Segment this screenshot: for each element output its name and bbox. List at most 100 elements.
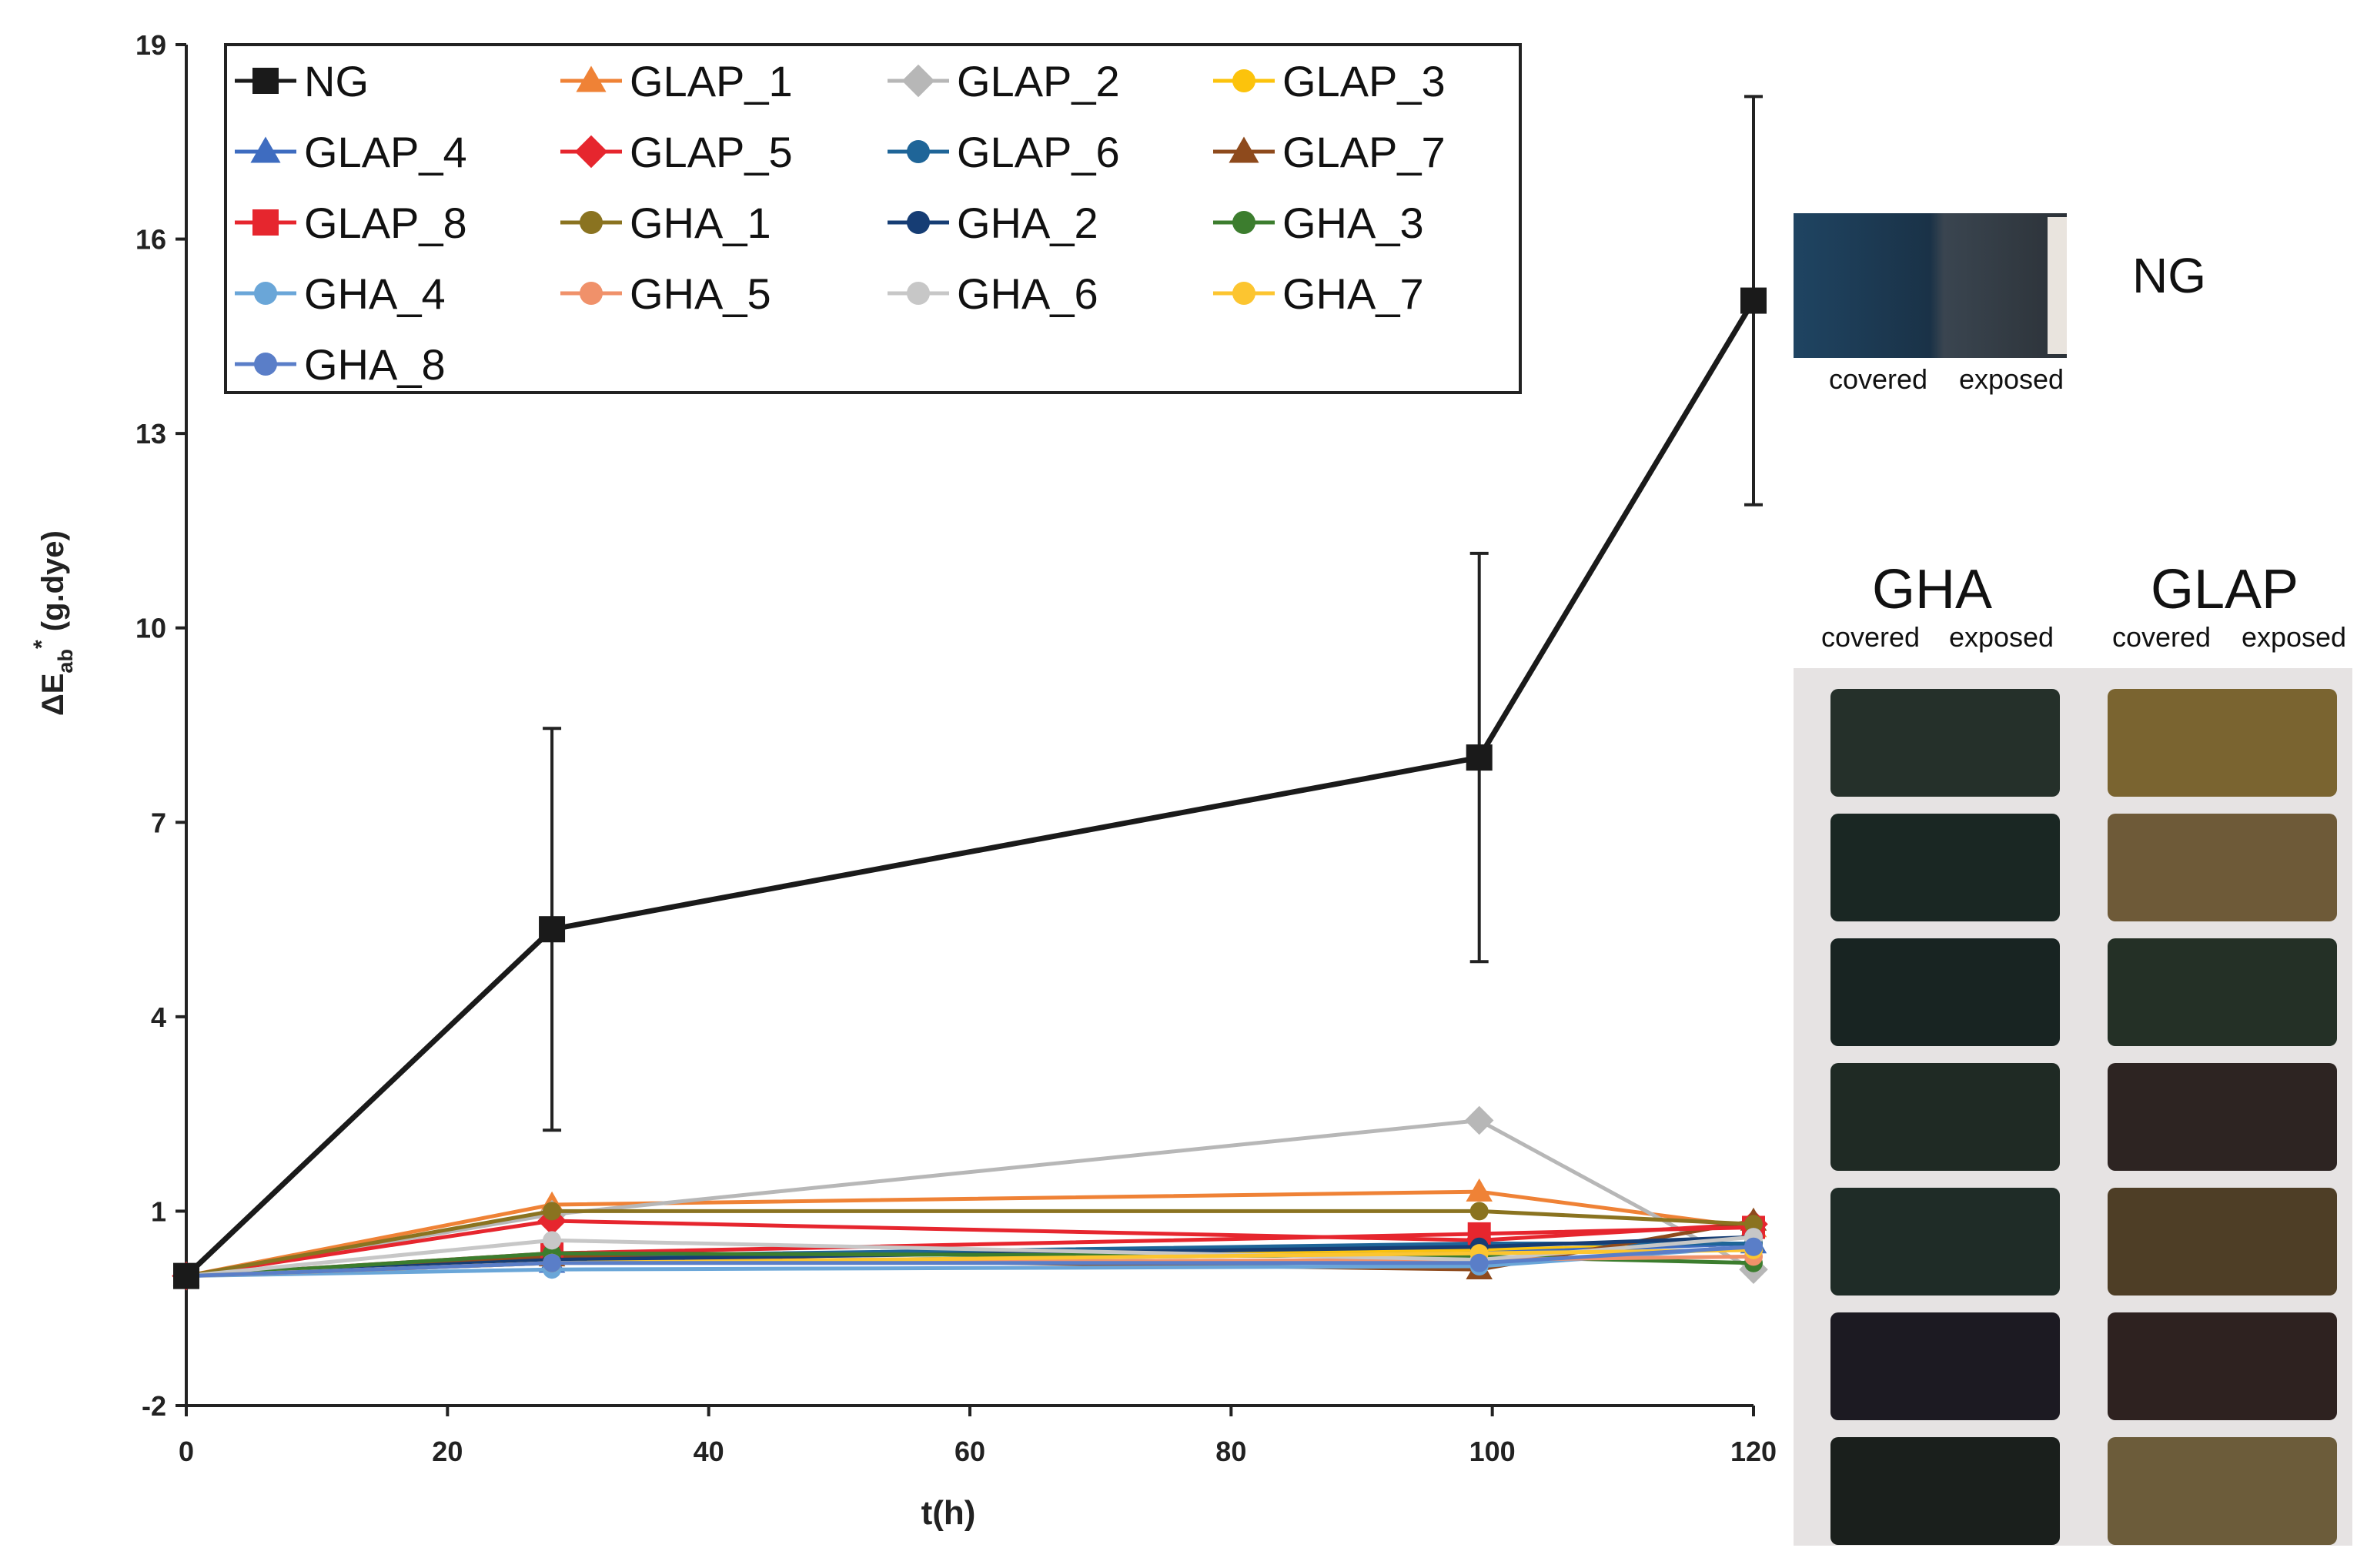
legend-marker <box>254 282 277 305</box>
ng-photo-panel: NG covered exposed <box>1794 213 2206 395</box>
legend-marker <box>574 135 608 169</box>
legend-label: GHA_6 <box>957 269 1098 318</box>
y-axis-title-sub: ab <box>54 649 77 674</box>
legend-label: GLAP_4 <box>304 128 467 176</box>
x-tick-label: 80 <box>1215 1436 1246 1467</box>
x-tick-label: 0 <box>179 1436 194 1467</box>
ng-photo-label: NG <box>2132 248 2206 303</box>
glap-sample-tile <box>2108 938 2337 1046</box>
series-line <box>184 299 1757 1279</box>
gha-sample-tile <box>1830 1188 2060 1296</box>
legend-item-glap-7: GLAP_7 <box>1213 128 1446 176</box>
legend-item-gha-6: GHA_6 <box>888 269 1098 318</box>
y-tick-label: 1 <box>151 1195 166 1227</box>
legend-marker <box>252 209 279 236</box>
legend-label: GHA_4 <box>304 269 446 318</box>
data-point <box>173 1262 199 1289</box>
y-tick-label: 19 <box>135 29 166 61</box>
legend-marker <box>254 353 277 376</box>
axes: -2 1 4 7 10 13 16 19 0 20 40 60 80 100 120 <box>135 29 1777 1467</box>
legend-box <box>224 43 1522 394</box>
legend-item-glap-2: GLAP_2 <box>888 57 1120 105</box>
data-point <box>543 1202 562 1221</box>
legend-item-glap-3: GLAP_3 <box>1213 57 1446 105</box>
y-tick-label: -2 <box>142 1390 166 1422</box>
x-tick-label: 20 <box>432 1436 463 1467</box>
y-axis-title-rest: (g.dye) <box>36 530 70 640</box>
legend-marker <box>1232 69 1255 92</box>
legend-item-gha-3: GHA_3 <box>1213 199 1424 247</box>
glap-sample-tile <box>2108 689 2337 797</box>
legend-label: GHA_2 <box>957 199 1098 247</box>
legend-item-gha-7: GHA_7 <box>1213 269 1424 318</box>
legend-item-glap-1: GLAP_1 <box>560 57 793 105</box>
x-tick-label: 60 <box>954 1436 985 1467</box>
legend-item-gha-2: GHA_2 <box>888 199 1098 247</box>
gha-sample-tile <box>1830 814 2060 921</box>
series-layer <box>172 95 1768 1291</box>
y-axis-title: ΔEab* (g.dye) <box>29 530 77 716</box>
samples-photo-panel: GHA GLAP covered exposed covered exposed <box>1794 559 2352 1546</box>
glap-exposed-label: exposed <box>2242 621 2346 653</box>
legend-label: GHA_3 <box>1282 199 1424 247</box>
data-point <box>543 1231 562 1250</box>
legend-marker <box>580 211 603 234</box>
legend-label: GLAP_3 <box>1282 57 1446 105</box>
series-ng <box>173 95 1767 1289</box>
x-axis-title: t(h) <box>921 1494 976 1532</box>
legend-label: GLAP_1 <box>630 57 793 105</box>
glap-sample-tile <box>2108 1312 2337 1420</box>
legend-item-glap-5: GLAP_5 <box>560 128 793 176</box>
legend-label: GHA_8 <box>304 340 446 389</box>
y-tick-label: 7 <box>151 807 166 838</box>
series-line <box>186 1209 1754 1279</box>
ng-sample-image <box>1794 213 2067 358</box>
data-point <box>1744 1237 1763 1256</box>
series-line <box>186 1245 1754 1279</box>
glap-covered-label: covered <box>2112 621 2211 653</box>
gha-sample-tile <box>1830 1312 2060 1420</box>
legend-item-ng: NG <box>235 57 369 105</box>
glap-sample-tile <box>2108 1063 2337 1171</box>
legend-marker <box>901 64 935 98</box>
y-tick-label: 16 <box>135 224 166 256</box>
legend-marker <box>252 68 279 94</box>
legend-item-glap-8: GLAP_8 <box>235 199 467 247</box>
x-tick-label: 120 <box>1730 1436 1777 1467</box>
y-tick-label: 13 <box>135 418 166 450</box>
ng-exposed-label: exposed <box>1959 363 2064 395</box>
legend-item-glap-4: GLAP_4 <box>235 128 467 176</box>
legend-label: GHA_1 <box>630 199 771 247</box>
gha-sample-tile <box>1830 689 2060 797</box>
series-line <box>186 1189 1754 1279</box>
gha-sample-tile <box>1830 1063 2060 1171</box>
legend-marker <box>1232 211 1255 234</box>
legend-marker <box>907 140 930 163</box>
glap-sample-tile <box>2108 1437 2337 1545</box>
data-point <box>539 916 566 943</box>
data-point <box>1464 1105 1494 1135</box>
legend-item-gha-1: GHA_1 <box>560 199 771 247</box>
legend-label: GLAP_2 <box>957 57 1120 105</box>
legend-label: GHA_5 <box>630 269 771 318</box>
y-tick-label: 4 <box>151 1001 166 1033</box>
gha-sample-tile <box>1830 1437 2060 1545</box>
data-point <box>1740 287 1767 314</box>
ng-covered-label: covered <box>1829 363 1927 395</box>
legend-item-gha-4: GHA_4 <box>235 269 446 318</box>
legend-label: GHA_7 <box>1282 269 1424 318</box>
legend-marker <box>907 211 930 234</box>
glap-sample-tile <box>2108 814 2337 921</box>
data-point <box>1469 1202 1489 1221</box>
y-axis-title-sup: * <box>29 640 55 649</box>
legend-item-glap-6: GLAP_6 <box>888 128 1120 176</box>
legend-marker <box>907 282 930 305</box>
x-tick-label: 40 <box>694 1436 724 1467</box>
data-point <box>543 1253 562 1272</box>
legend-label: NG <box>304 57 369 105</box>
gha-sample-tile <box>1830 938 2060 1046</box>
legend-marker <box>576 65 607 92</box>
gha-exposed-label: exposed <box>1949 621 2054 653</box>
legend-marker <box>1229 136 1259 163</box>
